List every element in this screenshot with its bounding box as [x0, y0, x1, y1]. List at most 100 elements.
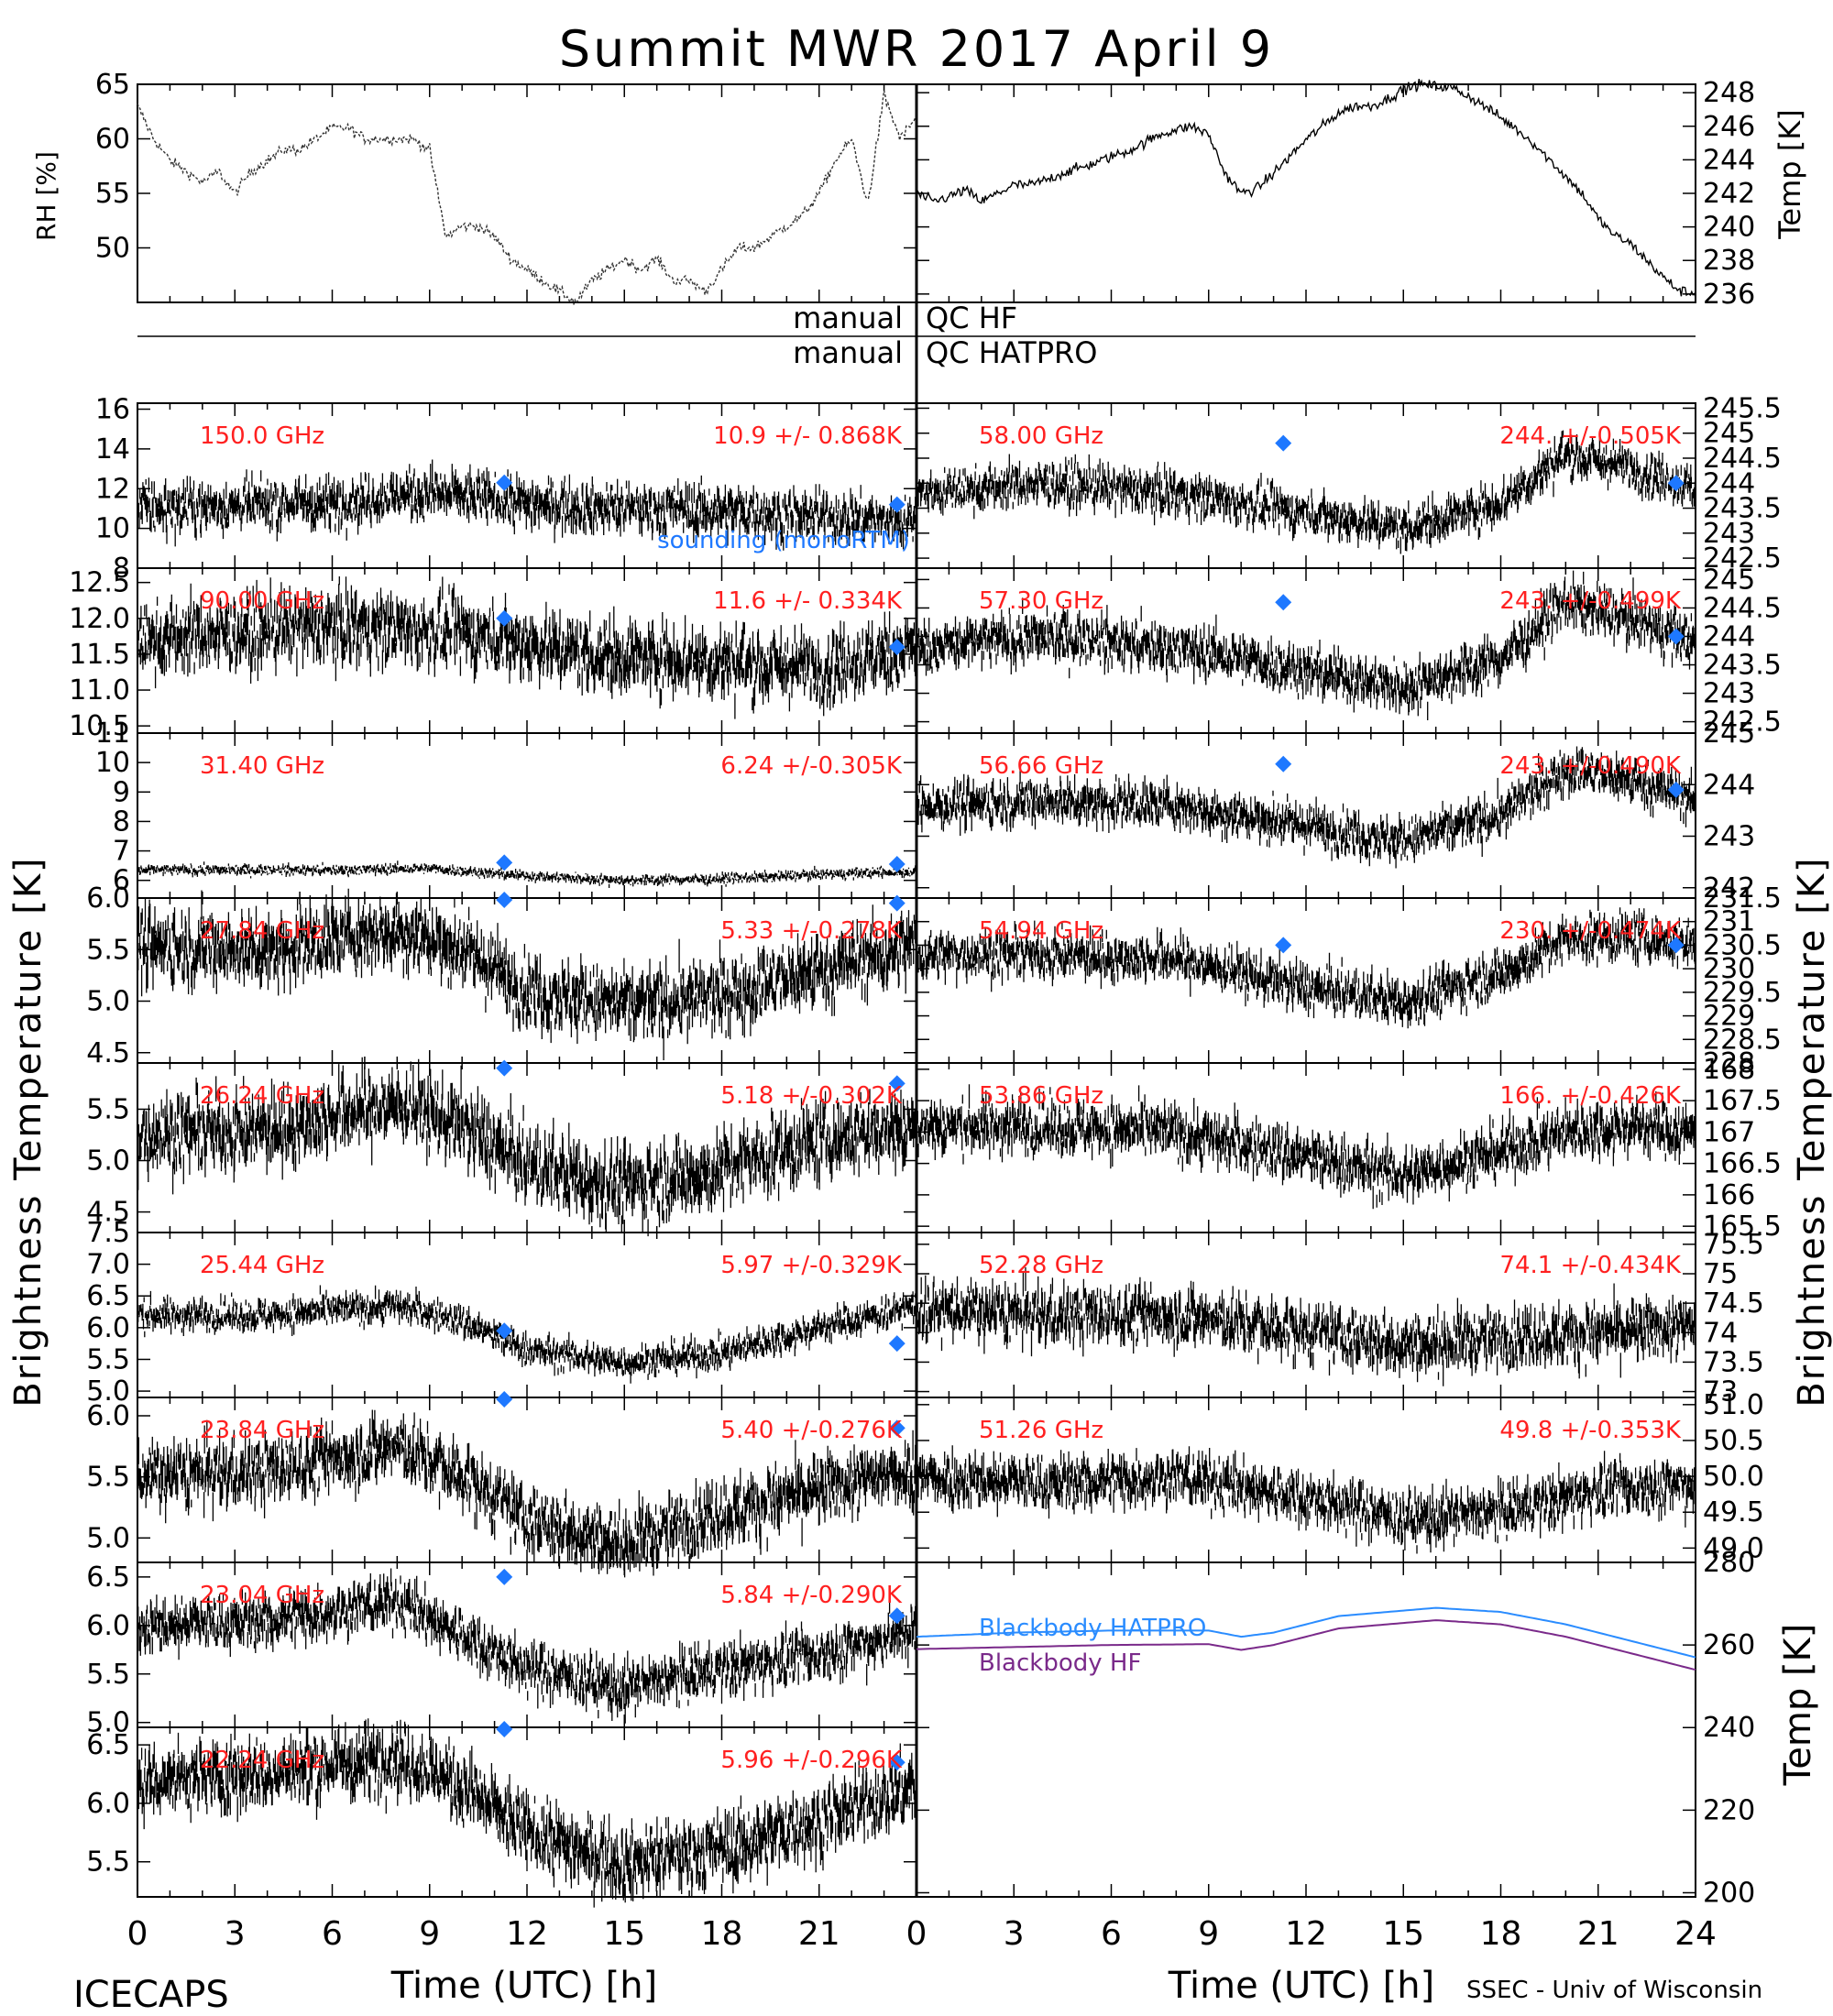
f5730-sounding-marker — [1275, 594, 1292, 611]
y-tick-label: 6.0 — [86, 1400, 130, 1432]
f2224-sounding-marker — [496, 1721, 513, 1737]
f2224-stat-label: 5.96 +/-0.296K — [720, 1747, 903, 1774]
y-tick-label: 246 — [1703, 111, 1755, 143]
y-tick-label: 245 — [1703, 564, 1755, 596]
y-tick-label: 55 — [95, 178, 130, 210]
f150-sounding-marker — [888, 496, 906, 513]
f5126-stat-label: 49.8 +/-0.353K — [1499, 1417, 1682, 1444]
y-tick-label: 5.0 — [86, 1522, 130, 1554]
x-tick-label-left: 0 — [127, 1915, 148, 1953]
panel-f5666: 242 243 244 245 56.66 GHz 243. +/-0.490K — [916, 718, 1755, 904]
y-tick-label: 11.5 — [69, 639, 130, 671]
y-tick-label: 244.5 — [1703, 443, 1782, 475]
y-tick-label: 49.5 — [1703, 1496, 1764, 1528]
y-tick-label: 200 — [1703, 1877, 1755, 1909]
qc-hf-right: QC HF — [926, 301, 1017, 335]
y-tick-label: 242.5 — [1703, 707, 1782, 739]
panel-f5126: 49.0 49.550.0 50.5 51.0 51.26 GHz 49.8 +/-0.3… — [916, 1389, 1764, 1564]
f9000-sounding-marker — [496, 609, 513, 627]
y-tick-label: 238 — [1703, 245, 1755, 277]
f5800-sounding-marker — [1275, 434, 1292, 452]
f5730-stat-label: 243. +/-0.499K — [1499, 587, 1682, 615]
f5730-freq-label: 57.30 GHz — [979, 587, 1103, 615]
y-tick-label: 280 — [1703, 1547, 1755, 1579]
f5386-stat-label: 166. +/-0.426K — [1499, 1082, 1682, 1110]
y-tick-label: 167 — [1703, 1116, 1755, 1148]
f2544-sounding-marker — [496, 1322, 513, 1340]
y-tick-label: 243.5 — [1703, 493, 1782, 525]
temp-axis-label: Temp [K] — [1773, 109, 1807, 239]
f9000-sounding-marker — [888, 639, 906, 656]
f2224-data-trace — [137, 1718, 916, 1908]
qc-hatpro-right: QC HATPRO — [926, 335, 1097, 370]
f5126-data-trace — [916, 1445, 1696, 1554]
y-tick-label: 10 — [95, 747, 130, 779]
x-tick-label-left: 15 — [603, 1915, 645, 1953]
bb-hf-line — [916, 1619, 1696, 1671]
f5228-stat-label: 74.1 +/-0.434K — [1499, 1252, 1682, 1279]
f5666-sounding-marker — [1667, 781, 1685, 798]
rh-axis-label: RH [%] — [31, 151, 61, 241]
x-tick-label-right: 0 — [906, 1915, 927, 1953]
x-tick-label-left: 6 — [322, 1915, 343, 1953]
y-tick-label: 242 — [1703, 872, 1755, 904]
f2384-stat-label: 5.40 +/-0.276K — [720, 1417, 903, 1444]
bb-frame — [916, 1561, 1696, 1898]
panel-f150: 8 10 12 14 16 150.0 GHz 10.9 +/- 0.868K — [95, 394, 917, 585]
y-tick-label: 7 — [113, 836, 130, 868]
y-tick-label: 5.5 — [86, 934, 130, 966]
y-tick-label: 244 — [1703, 620, 1755, 652]
y-tick-label: 50.0 — [1703, 1461, 1764, 1493]
y-tick-label: 230.5 — [1703, 929, 1782, 961]
panel-f2304: 5.0 5.5 6.0 6.5 23.04 GHz 5.84 +/-0.290K — [86, 1561, 917, 1739]
f2624-freq-label: 26.24 GHz — [200, 1082, 324, 1110]
y-tick-label: 4.5 — [86, 1037, 130, 1069]
f2304-sounding-marker — [888, 1607, 906, 1625]
y-tick-label: 248 — [1703, 77, 1755, 109]
x-tick-label-right: 18 — [1480, 1915, 1522, 1953]
y-tick-label: 75 — [1703, 1258, 1738, 1290]
x-tick-label-right: 9 — [1198, 1915, 1219, 1953]
y-tick-label: 8 — [113, 553, 130, 585]
f150-stat-label: 10.9 +/- 0.868K — [713, 422, 903, 450]
y-tick-label: 167.5 — [1703, 1085, 1782, 1117]
y-tick-label: 73.5 — [1703, 1346, 1764, 1378]
f5800-sounding-marker — [1667, 475, 1685, 492]
y-tick-label: 6 — [113, 865, 130, 897]
y-tick-label: 165.5 — [1703, 1211, 1782, 1243]
f5126-freq-label: 51.26 GHz — [979, 1417, 1103, 1444]
panel-f2224: 5.5 6.0 6.5 22.24 GHz 5.96 +/-0.296K — [86, 1718, 917, 1908]
f2784-stat-label: 5.33 +/-0.278K — [720, 917, 903, 945]
f2304-freq-label: 23.04 GHz — [200, 1582, 324, 1609]
panel-f2624: 4.5 5.0 5.5 26.24 GHz 5.18 +/-0.302K — [86, 1057, 917, 1237]
y-tick-label: 65 — [95, 69, 130, 101]
f3140-sounding-marker — [496, 854, 513, 871]
x-tick-label-left: 9 — [419, 1915, 440, 1953]
f5386-freq-label: 53.86 GHz — [979, 1082, 1103, 1110]
f5228-data-trace — [916, 1266, 1696, 1386]
f150-freq-label: 150.0 GHz — [200, 422, 324, 450]
y-tick-label: 5.0 — [86, 1145, 130, 1178]
right-y-axis-label: Brightness Temperature [K] — [1791, 856, 1833, 1407]
y-tick-label: 73 — [1703, 1376, 1738, 1408]
y-tick-label: 5.5 — [86, 1846, 130, 1879]
x-tick-label-left: 12 — [506, 1915, 548, 1953]
f150-data-trace — [137, 459, 916, 551]
x-tick-label-right: 12 — [1285, 1915, 1327, 1953]
y-tick-label: 244 — [1703, 144, 1755, 176]
y-tick-label: 51.0 — [1703, 1389, 1764, 1421]
y-tick-label: 243 — [1703, 678, 1755, 710]
y-tick-label: 236 — [1703, 279, 1755, 311]
y-tick-label: 6.5 — [86, 1561, 130, 1594]
f2304-data-trace — [137, 1568, 916, 1724]
y-tick-label: 243 — [1703, 821, 1755, 853]
y-tick-label: 166.5 — [1703, 1148, 1782, 1180]
y-tick-label: 231.5 — [1703, 882, 1782, 915]
y-tick-label: 228 — [1703, 1047, 1755, 1079]
f2784-sounding-marker — [888, 894, 906, 912]
y-tick-label: 229.5 — [1703, 977, 1782, 1009]
f2224-sounding-marker — [888, 1754, 906, 1771]
